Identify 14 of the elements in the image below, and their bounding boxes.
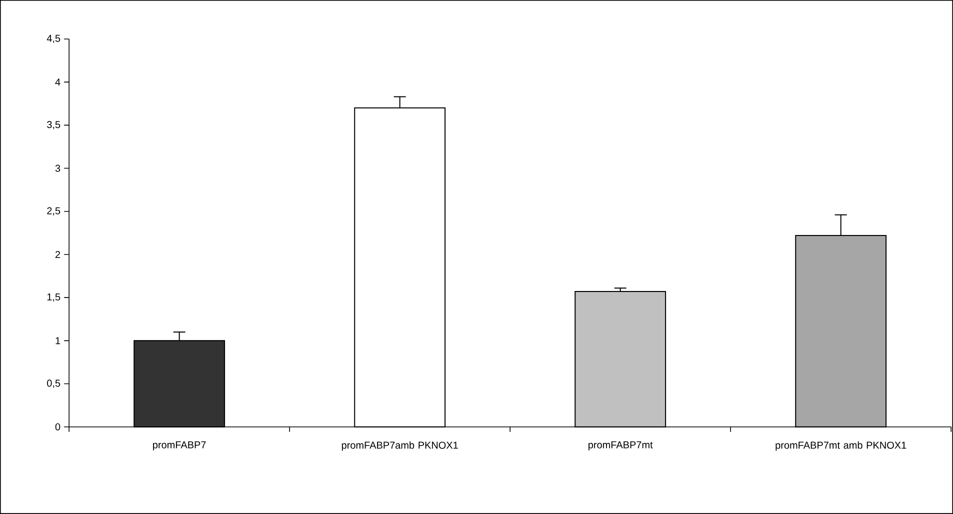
y-tick-label: 2,5 — [47, 207, 60, 216]
x-tick-label: promFABP7mt amb PKNOX1 — [776, 441, 906, 451]
y-tick-label: 3 — [55, 164, 60, 172]
x-tick-label: promFABP7amb PKNOX1 — [342, 441, 458, 451]
y-tick-label: 1,5 — [47, 294, 60, 302]
y-tick-label: 2 — [55, 251, 60, 258]
y-tick-label: 4,5 — [46, 34, 60, 44]
y-tick-label: 3,5 — [47, 121, 60, 130]
x-tick-label: promFABP7 — [153, 441, 206, 450]
x-tick-label: promFABP7mt — [588, 441, 653, 450]
y-tick-label: 1 — [56, 337, 60, 344]
y-tick-label: 0,5 — [47, 380, 60, 388]
y-tick-label: 4 — [55, 78, 60, 86]
y-tick-label: 0 — [55, 423, 60, 430]
